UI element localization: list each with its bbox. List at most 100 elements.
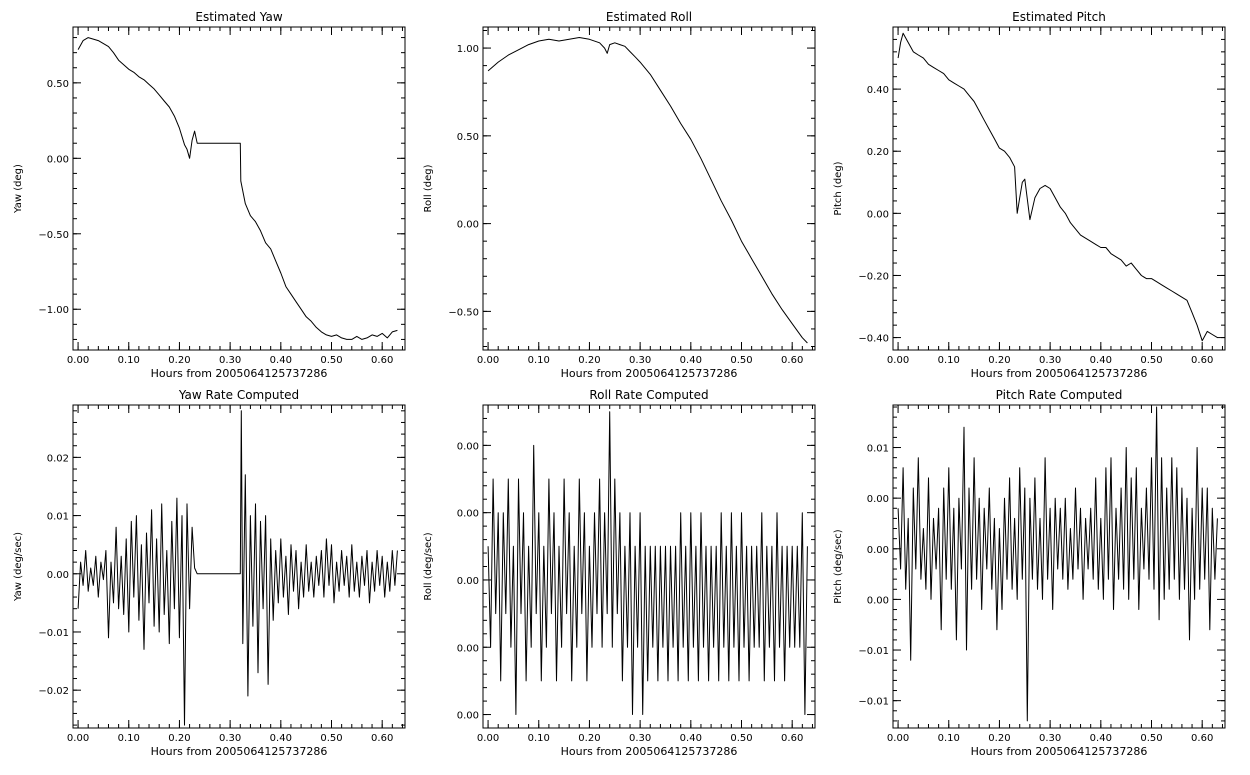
y-tick-label: 0.40: [867, 85, 889, 96]
y-axis-label: Pitch (deg): [833, 161, 844, 215]
y-tick-label: −0.01: [858, 697, 889, 708]
y-tick-label: 0.20: [867, 147, 889, 158]
x-tick-label: 0.20: [168, 733, 190, 744]
x-tick-label: 0.40: [1090, 355, 1112, 366]
x-tick-label: 0.10: [118, 355, 140, 366]
x-tick-label: 0.40: [680, 733, 702, 744]
y-tick-label: 0.00: [867, 595, 889, 606]
x-tick-label: 0.10: [118, 733, 140, 744]
data-series-line: [897, 406, 1218, 722]
x-tick-label: 0.40: [1090, 733, 1112, 744]
x-axis-label: Hours from 2005064125737286: [971, 745, 1148, 758]
x-tick-label: 0.60: [781, 733, 803, 744]
y-tick-label: 0.00: [47, 570, 69, 581]
x-tick-label: 0.20: [168, 355, 190, 366]
x-tick-label: 0.00: [477, 355, 499, 366]
x-tick-label: 0.40: [270, 355, 292, 366]
x-axis-label: Hours from 2005064125737286: [971, 367, 1148, 380]
y-tick-label: 0.00: [867, 209, 889, 220]
x-tick-label: 0.60: [371, 733, 393, 744]
y-tick-label: 0.01: [867, 444, 889, 455]
chart-panel-6: Pitch Rate Computed Hours from 2005064125…: [833, 388, 1226, 758]
x-tick-label: 0.60: [1191, 733, 1213, 744]
x-tick-label: 0.60: [781, 355, 803, 366]
y-axis-label: Yaw (deg/sec): [13, 532, 24, 602]
y-tick-label: −0.20: [858, 271, 889, 282]
y-tick-label: 0.00: [457, 441, 479, 452]
x-tick-label: 0.20: [988, 355, 1010, 366]
y-tick-label: 0.02: [47, 453, 69, 464]
x-tick-label: 0.10: [938, 355, 960, 366]
x-tick-label: 0.30: [219, 355, 241, 366]
x-tick-label: 0.30: [629, 733, 651, 744]
chart-panel-1: Estimated Yaw Hours from 2005064125737286…: [13, 10, 406, 380]
y-axis-label: Roll (deg): [423, 164, 434, 212]
y-tick-label: 0.00: [457, 643, 479, 654]
data-series-line: [487, 411, 808, 715]
x-tick-label: 0.00: [67, 355, 89, 366]
y-tick-label: 1.00: [457, 44, 479, 55]
data-series-line: [897, 32, 1218, 342]
y-tick-label: 0.00: [457, 711, 479, 722]
x-tick-label: 0.20: [578, 733, 600, 744]
y-tick-label: 0.00: [867, 545, 889, 556]
data-series-line: [487, 37, 808, 344]
y-tick-label: 0.01: [47, 512, 69, 523]
x-tick-label: 0.00: [887, 733, 909, 744]
y-tick-label: 0.00: [867, 494, 889, 505]
x-tick-label: 0.00: [67, 733, 89, 744]
chart-title: Estimated Yaw: [195, 10, 282, 24]
x-tick-label: 0.30: [629, 355, 651, 366]
chart-panel-2: Estimated Roll Hours from 200506412573728…: [423, 10, 816, 380]
plot-frame: [72, 404, 406, 729]
plot-frame: [892, 26, 1226, 351]
x-tick-label: 0.20: [988, 733, 1010, 744]
data-series-line: [77, 37, 398, 340]
y-tick-label: 0.00: [457, 576, 479, 587]
y-tick-label: −0.50: [448, 307, 479, 318]
y-tick-label: −0.02: [38, 686, 69, 697]
x-tick-label: 0.40: [270, 733, 292, 744]
x-tick-label: 0.30: [1039, 355, 1061, 366]
chart-panel-5: Roll Rate Computed Hours from 20050641257…: [423, 388, 816, 758]
y-tick-label: 0.00: [47, 154, 69, 165]
chart-title: Pitch Rate Computed: [996, 388, 1123, 402]
x-tick-label: 0.30: [1039, 733, 1061, 744]
y-tick-label: 0.50: [457, 132, 479, 143]
x-tick-label: 0.50: [320, 355, 342, 366]
x-tick-label: 0.10: [938, 733, 960, 744]
x-axis-label: Hours from 2005064125737286: [561, 367, 738, 380]
x-tick-label: 0.30: [219, 733, 241, 744]
x-axis-label: Hours from 2005064125737286: [561, 745, 738, 758]
x-tick-label: 0.10: [528, 733, 550, 744]
x-axis-label: Hours from 2005064125737286: [151, 745, 328, 758]
x-tick-label: 0.40: [680, 355, 702, 366]
y-tick-label: −0.40: [858, 334, 889, 345]
y-tick-label: 0.00: [457, 509, 479, 520]
x-tick-label: 0.20: [578, 355, 600, 366]
x-tick-label: 0.50: [320, 733, 342, 744]
x-tick-label: 0.00: [887, 355, 909, 366]
x-tick-label: 0.00: [477, 733, 499, 744]
chart-title: Yaw Rate Computed: [178, 388, 299, 402]
data-series-line: [77, 410, 398, 726]
chart-title: Estimated Roll: [606, 10, 692, 24]
chart-panel-3: Estimated Pitch Hours from 20050641257372…: [833, 10, 1226, 380]
chart-title: Estimated Pitch: [1012, 10, 1106, 24]
x-axis-label: Hours from 2005064125737286: [151, 367, 328, 380]
x-tick-label: 0.50: [1140, 355, 1162, 366]
y-tick-label: 0.00: [457, 220, 479, 231]
chart-panel-4: Yaw Rate Computed Hours from 200506412573…: [13, 388, 406, 758]
plot-frame: [72, 26, 406, 351]
y-axis-label: Yaw (deg): [13, 164, 24, 214]
chart-title: Roll Rate Computed: [589, 388, 708, 402]
x-tick-label: 0.50: [1140, 733, 1162, 744]
y-tick-label: 0.50: [47, 79, 69, 90]
y-axis-label: Pitch (deg/sec): [833, 529, 844, 604]
y-tick-label: −1.00: [38, 305, 69, 316]
y-tick-label: −0.01: [858, 646, 889, 657]
x-tick-label: 0.60: [1191, 355, 1213, 366]
plot-frame: [482, 404, 816, 729]
plot-frame: [892, 404, 1226, 729]
